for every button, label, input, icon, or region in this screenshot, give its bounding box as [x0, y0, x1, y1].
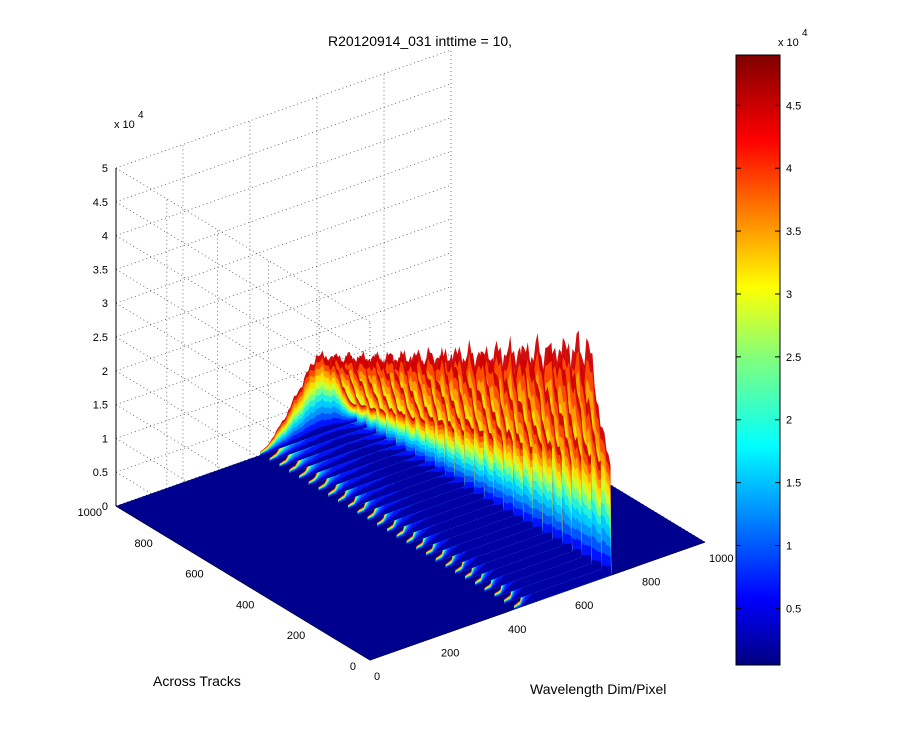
z-tick-label: 4	[102, 231, 108, 243]
z-tick-label: 2	[102, 366, 108, 378]
surface-band	[377, 487, 475, 527]
surface-band	[396, 498, 494, 539]
grid-line	[115, 184, 452, 304]
grid-line	[115, 83, 452, 203]
surface-band	[406, 503, 504, 545]
x-tick-label: 400	[508, 624, 526, 636]
z-tick-label: 1	[102, 433, 108, 445]
z-tick-label: 2.5	[93, 332, 108, 344]
surface-band	[494, 552, 592, 598]
surface-band	[269, 425, 367, 462]
surface-band	[289, 436, 387, 473]
surface-band	[475, 540, 573, 586]
grid-line	[115, 336, 371, 492]
colorbar-ticks: 0.5 1 1.5 2 2.5 3 3.5 4 4.5	[736, 100, 801, 615]
y-tick-label: 1000	[78, 507, 102, 519]
y-tick-label: 200	[287, 630, 305, 642]
chart-title: R20120914_031 inttime = 10,	[328, 33, 512, 49]
z-tick-label: 0	[102, 501, 108, 513]
colorbar-multiplier: x 10	[778, 37, 799, 49]
axis-ticks: 00.511.522.533.544.550200400600800100002…	[78, 163, 734, 683]
colorbar-tick-label: 4	[786, 163, 792, 175]
z-tick-label: 4.5	[93, 197, 108, 209]
surface-band	[318, 453, 416, 491]
colorbar-tick-label: 3	[786, 289, 792, 301]
surface-band	[416, 509, 514, 550]
z-tick-label: 5	[102, 163, 108, 175]
y-tick-label: 400	[236, 599, 254, 611]
surface-band	[308, 447, 406, 485]
colorbar-multiplier-exp: 4	[802, 28, 808, 39]
grid-line	[115, 151, 452, 270]
grid-line	[115, 302, 371, 458]
colorbar-tick-label: 3.5	[786, 226, 801, 238]
colorbar-tick-label: 2.5	[786, 352, 801, 364]
surface-band	[338, 464, 436, 503]
svg-text:4: 4	[138, 110, 144, 121]
z-tick-label: 3.5	[93, 264, 108, 276]
grid-line	[115, 235, 371, 390]
surface-band	[260, 419, 358, 456]
grid-line	[115, 218, 452, 338]
surface-band	[348, 470, 446, 509]
spectral-surface	[116, 330, 705, 660]
z-tick-label: 3	[102, 298, 108, 310]
x-tick-label: 1000	[709, 553, 733, 565]
x-tick-label: 0	[374, 671, 380, 683]
grid-line	[115, 117, 452, 236]
surface-band	[484, 546, 582, 592]
surface-band	[279, 431, 377, 468]
surface-band	[435, 519, 533, 562]
surface-band	[514, 562, 612, 610]
y-tick-label: 600	[185, 569, 203, 581]
surface-band	[465, 535, 563, 580]
grid-line	[115, 167, 371, 323]
grid-line	[115, 269, 371, 424]
grid-line	[115, 370, 371, 526]
y-axis-label: Across Tracks	[153, 673, 241, 689]
x-tick-label: 200	[441, 647, 459, 659]
surface-band	[455, 530, 553, 574]
colorbar: 0.5 1 1.5 2 2.5 3 3.5 4 4.5 x 10 4	[735, 28, 808, 666]
colorbar-gradient	[735, 54, 781, 666]
surface-band	[445, 525, 543, 568]
surface-band	[357, 476, 455, 515]
z-tick-label: 0.5	[93, 467, 108, 479]
y-tick-label: 0	[350, 661, 356, 673]
grid-line	[115, 49, 452, 169]
surface-band	[299, 442, 397, 479]
surface-band	[367, 481, 465, 521]
x-axis-label: Wavelength Dim/Pixel	[530, 681, 666, 697]
grid-line	[115, 201, 371, 357]
colorbar-tick-label: 4.5	[786, 100, 801, 112]
z-axis-multiplier: x 10 4	[114, 110, 144, 131]
y-tick-label: 800	[134, 538, 152, 550]
colorbar-tick-label: 2	[786, 415, 792, 427]
colorbar-tick-label: 1	[786, 541, 792, 553]
x-tick-label: 600	[575, 600, 593, 612]
z-tick-label: 1.5	[93, 400, 108, 412]
surface-band	[426, 514, 524, 556]
colorbar-tick-label: 1.5	[786, 478, 801, 490]
colorbar-tick-label: 0.5	[786, 603, 801, 615]
x-tick-label: 800	[642, 577, 660, 589]
surface-band	[328, 459, 426, 497]
svg-text:x 10: x 10	[114, 119, 135, 131]
surface-band	[387, 492, 485, 533]
